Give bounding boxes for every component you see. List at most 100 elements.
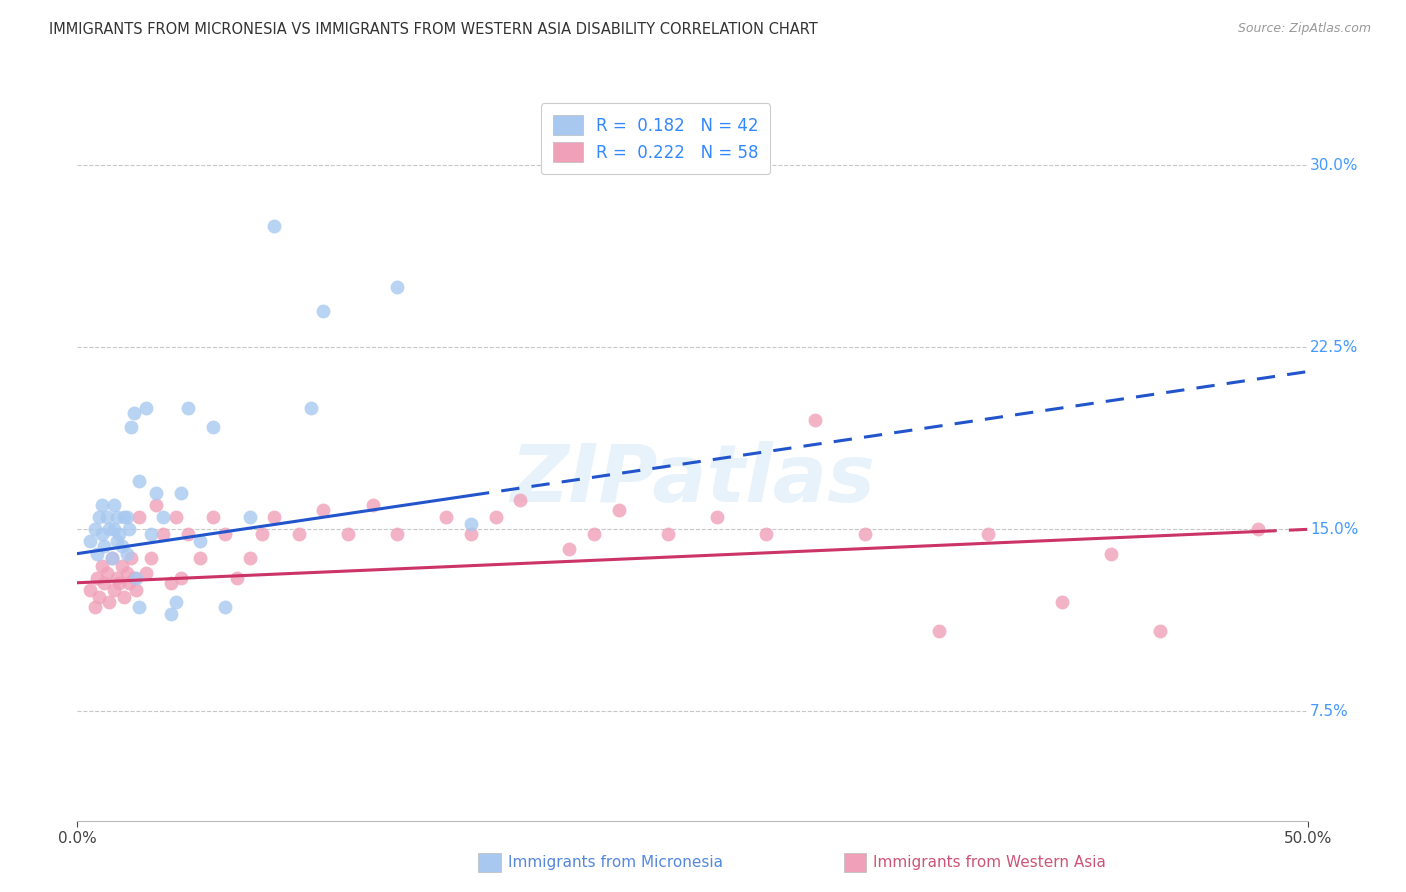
Point <box>385 279 409 293</box>
Point <box>111 558 132 573</box>
Point <box>239 551 262 566</box>
Point <box>706 510 728 524</box>
Point <box>86 547 108 561</box>
Point <box>128 600 150 615</box>
Text: Source: ZipAtlas.com: Source: ZipAtlas.com <box>1237 22 1371 36</box>
Point <box>201 510 224 524</box>
Point <box>509 493 531 508</box>
Point <box>101 551 124 566</box>
Point <box>98 595 121 609</box>
Point <box>385 527 409 541</box>
Point <box>145 498 167 512</box>
Point <box>188 534 212 549</box>
Point <box>105 534 128 549</box>
Point <box>79 534 101 549</box>
Point <box>96 566 118 580</box>
Point <box>89 510 111 524</box>
Point <box>122 571 145 585</box>
Text: 30.0%: 30.0% <box>1310 158 1358 173</box>
Point <box>103 582 125 597</box>
Legend: R =  0.182   N = 42, R =  0.222   N = 58: R = 0.182 N = 42, R = 0.222 N = 58 <box>541 103 770 174</box>
Point <box>977 527 1000 541</box>
Point <box>755 527 778 541</box>
Point <box>485 510 508 524</box>
Text: ZIPatlas: ZIPatlas <box>510 441 875 519</box>
Point <box>312 304 335 318</box>
Point <box>263 219 285 233</box>
Point <box>90 558 114 573</box>
Point <box>105 510 128 524</box>
Point <box>1050 595 1073 609</box>
Point <box>657 527 679 541</box>
Point <box>103 498 125 512</box>
Point <box>152 510 174 524</box>
Point <box>115 510 138 524</box>
Point <box>101 551 124 566</box>
Point <box>135 401 157 415</box>
Point <box>105 571 128 585</box>
Point <box>1149 624 1171 639</box>
Point <box>141 551 163 566</box>
Point <box>239 510 262 524</box>
Point <box>607 503 630 517</box>
Point <box>90 527 114 541</box>
Point <box>299 401 322 415</box>
Point <box>111 539 132 553</box>
Point <box>121 551 143 566</box>
Point <box>188 551 212 566</box>
Text: 7.5%: 7.5% <box>1310 704 1348 719</box>
Point <box>121 420 143 434</box>
Point <box>460 527 482 541</box>
Point <box>170 571 193 585</box>
Point <box>214 600 236 615</box>
Point <box>103 522 125 536</box>
Point <box>122 406 145 420</box>
Point <box>86 571 108 585</box>
Point <box>128 474 150 488</box>
Point <box>928 624 950 639</box>
Point <box>108 575 131 590</box>
Point <box>93 539 115 553</box>
Point <box>460 517 482 532</box>
Point <box>583 527 606 541</box>
Point <box>361 498 384 512</box>
Point <box>125 571 148 585</box>
Point <box>165 510 187 524</box>
Point <box>152 527 174 541</box>
Point <box>288 527 311 541</box>
Point <box>1247 522 1270 536</box>
Point <box>214 527 236 541</box>
Point <box>226 571 249 585</box>
Point <box>141 527 163 541</box>
Point <box>263 510 285 524</box>
Point <box>177 527 200 541</box>
Text: Immigrants from Micronesia: Immigrants from Micronesia <box>508 855 723 870</box>
Text: Immigrants from Western Asia: Immigrants from Western Asia <box>873 855 1107 870</box>
Point <box>98 522 121 536</box>
Point <box>177 401 200 415</box>
Point <box>170 486 193 500</box>
Point <box>89 591 111 605</box>
Point <box>83 522 105 536</box>
Point <box>128 510 150 524</box>
Point <box>337 527 360 541</box>
Point <box>108 527 131 541</box>
Point <box>96 510 118 524</box>
Point <box>93 575 115 590</box>
Point <box>250 527 273 541</box>
Point <box>83 600 105 615</box>
Point <box>115 566 138 580</box>
Point <box>115 547 138 561</box>
Point <box>135 566 157 580</box>
Point <box>853 527 876 541</box>
Point <box>125 582 148 597</box>
Point <box>201 420 224 434</box>
Text: IMMIGRANTS FROM MICRONESIA VS IMMIGRANTS FROM WESTERN ASIA DISABILITY CORRELATIO: IMMIGRANTS FROM MICRONESIA VS IMMIGRANTS… <box>49 22 818 37</box>
Point <box>804 413 827 427</box>
Point <box>160 575 183 590</box>
Point <box>79 582 101 597</box>
Point <box>145 486 167 500</box>
Point <box>558 541 581 556</box>
Text: 22.5%: 22.5% <box>1310 340 1358 355</box>
Point <box>165 595 187 609</box>
